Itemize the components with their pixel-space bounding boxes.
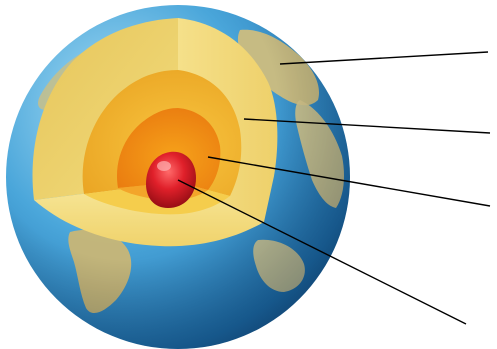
leader-line-mantle — [243, 118, 491, 134]
leader-line-outer-core — [207, 156, 491, 207]
leader-line-crust-surface — [279, 51, 489, 65]
inner-core-highlight — [157, 161, 171, 171]
leader-lines — [177, 51, 491, 325]
leader-line-inner-core — [177, 179, 467, 325]
